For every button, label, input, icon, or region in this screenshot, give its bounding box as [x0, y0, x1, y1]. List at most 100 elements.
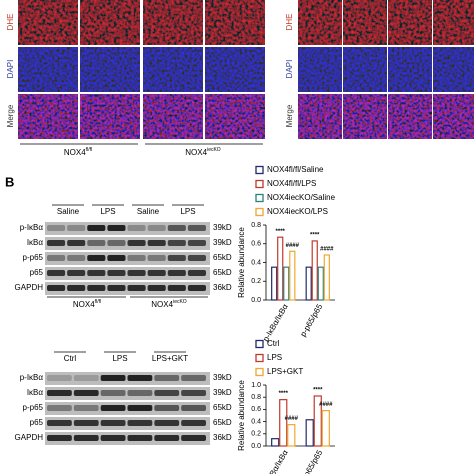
- band: [187, 285, 206, 291]
- band: [107, 270, 126, 276]
- label-text: NOX4: [73, 300, 95, 309]
- micrograph: [205, 94, 265, 139]
- bar: [305, 419, 314, 447]
- label-sup: fl/fl: [95, 299, 101, 305]
- band: [47, 435, 72, 441]
- band: [73, 390, 99, 396]
- legend-label: LPS: [267, 353, 282, 362]
- size-label: 65kD: [213, 418, 232, 427]
- size-label: 39kD: [213, 238, 232, 247]
- band: [87, 225, 106, 231]
- band: [107, 225, 126, 231]
- band: [100, 420, 126, 426]
- band: [87, 270, 106, 276]
- row-label: IκBα: [27, 238, 44, 247]
- group-label: NOX4fl/fl: [64, 147, 92, 157]
- significance: ****: [313, 388, 323, 394]
- y-tick-label: 0.6: [251, 241, 261, 248]
- row-label: Merge: [285, 104, 294, 127]
- band: [67, 255, 86, 261]
- band: [127, 435, 153, 441]
- bar: [305, 266, 312, 301]
- row-label: p-IκBα: [20, 223, 44, 232]
- band: [47, 420, 72, 426]
- band: [127, 375, 153, 381]
- band: [187, 270, 206, 276]
- band: [167, 255, 186, 261]
- bar: [289, 250, 296, 301]
- panel-label: B: [5, 174, 14, 189]
- band: [147, 285, 166, 291]
- bar: [271, 438, 280, 447]
- band: [87, 255, 106, 261]
- micrograph: [298, 47, 342, 92]
- band: [147, 270, 166, 276]
- y-tick-label: 0.0: [251, 443, 261, 450]
- size-label: 65kD: [213, 268, 232, 277]
- lane-label: LPS: [180, 207, 195, 216]
- micrograph: [143, 94, 203, 139]
- size-label: 39kD: [213, 223, 232, 232]
- label-sup: iecKO: [207, 147, 221, 153]
- legend-swatch: [255, 193, 264, 203]
- legend-label: Ctrl: [267, 339, 280, 348]
- significance: ####: [286, 243, 300, 249]
- size-label: 36kD: [213, 433, 232, 442]
- micrograph: [143, 47, 203, 92]
- label-sup: fl/fl: [86, 147, 92, 153]
- band: [107, 285, 126, 291]
- band: [127, 225, 146, 231]
- micrograph: [343, 47, 387, 92]
- significance: ****: [310, 233, 320, 239]
- micrograph: [388, 94, 432, 139]
- band: [107, 240, 126, 246]
- band: [147, 225, 166, 231]
- significance: ****: [276, 229, 286, 235]
- lane-label: Ctrl: [64, 354, 77, 363]
- legend-label: NOX4iecKO/LPS: [267, 207, 328, 216]
- row-label: p-p65: [23, 253, 44, 262]
- x-tick-label: p-IκBα/IκBα: [261, 448, 290, 474]
- y-tick-label: 0.6: [251, 406, 261, 413]
- legend-swatch: [255, 353, 264, 363]
- micrograph: [433, 94, 474, 139]
- micrograph: [80, 0, 140, 45]
- blot-strip: [45, 222, 210, 235]
- row-label: DAPI: [285, 60, 294, 79]
- western-blots: p-IκBα 39kD IκBα 39kD p-p65 65kD p65 65kD GAPDH 3…: [15, 204, 232, 445]
- band: [127, 255, 146, 261]
- y-tick-label: 0.8: [251, 222, 261, 229]
- lane-label: Saline: [137, 207, 160, 216]
- bar: [317, 266, 324, 301]
- band: [154, 435, 180, 441]
- micrograph: [388, 47, 432, 92]
- bar: [277, 236, 284, 301]
- band: [181, 405, 206, 411]
- band: [127, 240, 146, 246]
- legend-label: NOX4iecKO/Saline: [267, 193, 336, 202]
- bar: [279, 399, 288, 447]
- micrograph: [205, 0, 265, 45]
- band: [154, 375, 180, 381]
- y-tick-label: 0.4: [251, 259, 261, 266]
- band: [100, 390, 126, 396]
- band: [87, 285, 106, 291]
- row-label: GAPDH: [15, 283, 44, 292]
- band: [47, 405, 72, 411]
- band: [127, 390, 153, 396]
- band: [67, 285, 86, 291]
- micrograph: [388, 0, 432, 45]
- band: [187, 255, 206, 261]
- band: [147, 255, 166, 261]
- row-label: Merge: [6, 104, 15, 127]
- legend-swatch: [255, 207, 264, 217]
- legend-swatch: [255, 165, 264, 175]
- y-tick-label: 0.2: [251, 431, 261, 438]
- legend-swatch: [255, 339, 264, 349]
- band: [47, 255, 66, 261]
- significance: ####: [285, 416, 299, 422]
- bar: [313, 395, 322, 447]
- size-label: 65kD: [213, 253, 232, 262]
- row-label: IκBα: [27, 388, 44, 397]
